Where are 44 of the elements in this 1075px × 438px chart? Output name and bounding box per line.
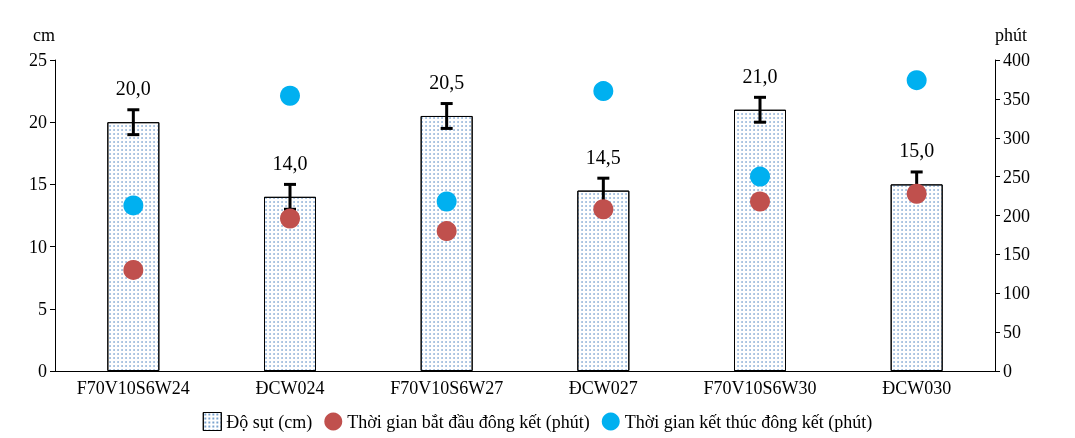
point xyxy=(593,199,614,220)
data-label: 20,0 xyxy=(115,77,151,100)
y-tick-label: 5 xyxy=(38,298,47,319)
y2-tick-label: 250 xyxy=(1003,166,1030,187)
y-axis-title: cm xyxy=(33,25,55,45)
legend-label: Độ sụt (cm) xyxy=(226,411,313,433)
y2-tick-label: 400 xyxy=(1003,50,1030,70)
point xyxy=(906,70,927,91)
legend-label: Thời gian bắt đầu đông kết (phút) xyxy=(347,411,590,433)
data-label: 21,0 xyxy=(742,64,778,87)
point xyxy=(593,81,614,102)
y2-tick-label: 150 xyxy=(1003,244,1030,265)
data-label: 20,5 xyxy=(429,70,465,93)
x-tick-label: ĐCW027 xyxy=(568,378,638,398)
y2-tick-label: 50 xyxy=(1003,322,1021,343)
point xyxy=(280,85,300,106)
point xyxy=(436,191,457,212)
y2-tick-label: 300 xyxy=(1003,127,1030,148)
y2-tick-label: 0 xyxy=(1003,361,1012,381)
y2-tick-label: 350 xyxy=(1003,88,1030,109)
point xyxy=(280,208,300,229)
y-tick-label: 15 xyxy=(29,174,47,195)
data-label: 15,0 xyxy=(899,139,935,162)
point xyxy=(750,191,770,212)
x-tick-label: F70V10S6W27 xyxy=(390,378,504,398)
data-label: 14,5 xyxy=(585,145,621,168)
point xyxy=(750,166,770,187)
y2-axis-title: phút xyxy=(995,25,1028,45)
x-tick-label: F70V10S6W30 xyxy=(703,378,817,398)
point xyxy=(906,183,927,204)
data-label: 14,0 xyxy=(272,151,308,174)
y-tick-label: 25 xyxy=(29,50,47,70)
point xyxy=(436,221,457,242)
y-tick-label: 0 xyxy=(38,361,47,381)
point xyxy=(123,195,144,216)
y2-tick-label: 100 xyxy=(1003,283,1030,304)
y-tick-label: 20 xyxy=(29,112,47,133)
y2-tick-label: 200 xyxy=(1003,205,1030,226)
point xyxy=(123,259,144,280)
legend-label: Thời gian kết thúc đông kết (phút) xyxy=(624,411,873,433)
x-tick-label: ĐCW024 xyxy=(255,378,325,398)
x-tick-label: ĐCW030 xyxy=(882,378,952,398)
x-tick-label: F70V10S6W24 xyxy=(76,378,190,398)
y-tick-label: 10 xyxy=(29,236,47,257)
